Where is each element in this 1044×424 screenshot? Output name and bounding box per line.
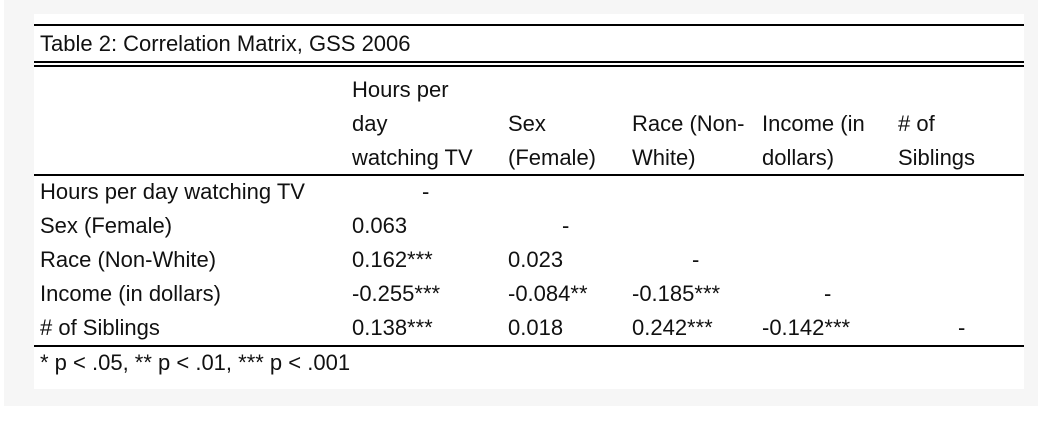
title-rule-lower bbox=[34, 65, 1024, 67]
column-header-sex: Sex (Female) bbox=[508, 111, 597, 170]
page-background: Table 2: Correlation Matrix, GSS 2006 Ho… bbox=[4, 0, 1038, 406]
title-rule-upper bbox=[34, 61, 1024, 63]
table-row: # of Siblings 0.138*** 0.018 0.242*** -0… bbox=[34, 311, 1024, 345]
row-label: Race (Non-White) bbox=[40, 247, 217, 272]
table-cell: 0.242*** bbox=[632, 315, 713, 340]
table-cell: -0.142*** bbox=[762, 315, 851, 340]
table-cell: - bbox=[562, 213, 570, 238]
table-cell: 0.023 bbox=[508, 247, 564, 272]
row-label: Hours per day watching TV bbox=[40, 179, 305, 204]
table-title: Table 2: Correlation Matrix, GSS 2006 bbox=[40, 31, 411, 56]
table-cell: - bbox=[958, 315, 966, 340]
table-cell: 0.018 bbox=[508, 315, 564, 340]
table-cell: -0.084** bbox=[508, 281, 588, 306]
table-row: Sex (Female) 0.063 - bbox=[34, 209, 1024, 243]
bottom-rule bbox=[34, 345, 1024, 347]
table-cell: - bbox=[422, 179, 430, 204]
table-row: Income (in dollars) -0.255*** -0.084** -… bbox=[34, 277, 1024, 311]
table-cell: - bbox=[692, 247, 700, 272]
column-header-tv-hours: Hours per day watching TV bbox=[352, 77, 473, 170]
top-rule bbox=[34, 24, 1024, 26]
column-header-race: Race (Non- White) bbox=[632, 111, 745, 170]
row-label: Income (in dollars) bbox=[40, 281, 221, 306]
table-cell: 0.138*** bbox=[352, 315, 433, 340]
column-header-siblings: # of Siblings bbox=[898, 111, 976, 170]
table-cell: - bbox=[824, 281, 832, 306]
table-cell: -0.255*** bbox=[352, 281, 441, 306]
table-cell: -0.185*** bbox=[632, 281, 721, 306]
table-cell: 0.063 bbox=[352, 213, 408, 238]
column-header-income: Income (in dollars) bbox=[762, 111, 865, 170]
table-row: Hours per day watching TV - bbox=[34, 175, 1024, 209]
table-cell: 0.162*** bbox=[352, 247, 433, 272]
table-row: Race (Non-White) 0.162*** 0.023 - bbox=[34, 243, 1024, 277]
row-label: # of Siblings bbox=[40, 315, 160, 340]
correlation-table: Table 2: Correlation Matrix, GSS 2006 Ho… bbox=[34, 14, 1024, 389]
significance-note: * p < .05, ** p < .01, *** p < .001 bbox=[40, 350, 351, 375]
row-label: Sex (Female) bbox=[40, 213, 173, 238]
header-rule bbox=[34, 174, 1024, 176]
